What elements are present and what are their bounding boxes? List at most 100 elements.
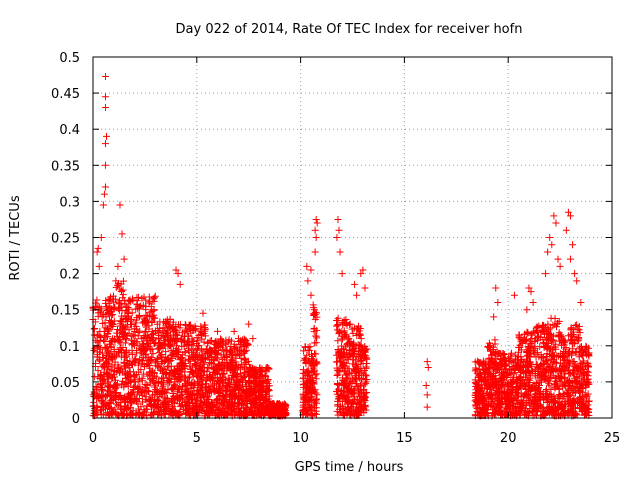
data-point (114, 380, 122, 388)
data-point (146, 345, 154, 353)
data-point (157, 407, 165, 415)
data-point (124, 382, 132, 390)
data-point (141, 362, 149, 370)
data-point (181, 402, 189, 410)
data-point (245, 320, 253, 328)
data-point (157, 353, 165, 361)
data-point (194, 387, 202, 395)
data-point (102, 355, 110, 363)
data-point (168, 404, 176, 412)
data-point (566, 255, 574, 263)
x-tick-label: 20 (500, 431, 517, 446)
data-point (104, 305, 112, 313)
data-point (98, 383, 106, 391)
data-point (148, 318, 156, 326)
data-point (184, 374, 192, 382)
data-point (121, 404, 129, 412)
data-point (176, 383, 184, 391)
data-point (249, 335, 257, 343)
data-point (194, 366, 202, 374)
data-point (200, 321, 208, 329)
data-point (128, 350, 136, 358)
data-point (177, 354, 185, 362)
data-point (132, 338, 140, 346)
data-point (142, 354, 150, 362)
data-point (546, 234, 554, 241)
data-point (114, 401, 122, 409)
data-point (175, 410, 183, 418)
data-point (182, 380, 190, 388)
data-point (569, 241, 577, 249)
data-point (173, 331, 181, 339)
data-point (95, 390, 103, 398)
data-point (118, 230, 126, 238)
data-point (97, 380, 105, 388)
y-tick-label: 0 (72, 412, 80, 427)
data-point (102, 370, 110, 378)
data-point (166, 322, 174, 330)
data-point (102, 313, 110, 321)
data-point (149, 350, 157, 358)
data-point (156, 404, 164, 412)
data-point (110, 382, 118, 390)
data-point (101, 161, 109, 169)
data-point (130, 325, 138, 333)
data-point (185, 332, 193, 340)
data-point (571, 270, 579, 278)
data-point (186, 365, 194, 373)
data-point (101, 93, 109, 101)
data-point (303, 262, 311, 270)
data-point (140, 370, 148, 378)
data-point (307, 291, 315, 299)
data-point (176, 280, 184, 288)
data-point (122, 347, 130, 355)
data-point (99, 391, 107, 399)
data-point (177, 389, 185, 397)
data-points (89, 72, 593, 420)
data-point (114, 392, 122, 400)
data-point (162, 348, 170, 356)
data-point (141, 343, 149, 351)
data-point (146, 364, 154, 372)
data-point (181, 377, 189, 385)
data-point (194, 344, 202, 352)
data-point (156, 342, 164, 350)
y-tick-label: 0.4 (59, 123, 80, 138)
data-point (304, 277, 312, 285)
data-point (198, 406, 206, 414)
data-point (550, 212, 558, 220)
data-point (138, 335, 146, 343)
data-point (177, 355, 185, 363)
data-point (96, 333, 104, 341)
data-point (127, 389, 135, 397)
data-point (338, 270, 346, 278)
data-point (129, 409, 137, 417)
data-point (186, 373, 193, 381)
data-point (573, 277, 581, 285)
data-point (192, 362, 200, 370)
data-point (125, 364, 133, 372)
data-point (177, 402, 185, 410)
data-point (142, 383, 150, 391)
data-point (159, 365, 167, 373)
data-point (200, 360, 208, 368)
data-point (99, 376, 107, 384)
data-point (118, 377, 126, 385)
data-point (90, 398, 98, 406)
data-point (100, 375, 108, 383)
data-point (176, 411, 184, 419)
data-point (92, 409, 100, 417)
data-point (100, 190, 108, 198)
data-point (554, 255, 562, 263)
data-point (107, 342, 115, 350)
data-point (99, 385, 107, 393)
data-point (107, 319, 115, 327)
data-point (111, 295, 119, 303)
data-point (142, 406, 150, 414)
data-point (312, 332, 320, 340)
data-point (160, 398, 168, 406)
data-point (201, 325, 209, 333)
data-point (363, 360, 371, 368)
data-point (140, 293, 148, 301)
